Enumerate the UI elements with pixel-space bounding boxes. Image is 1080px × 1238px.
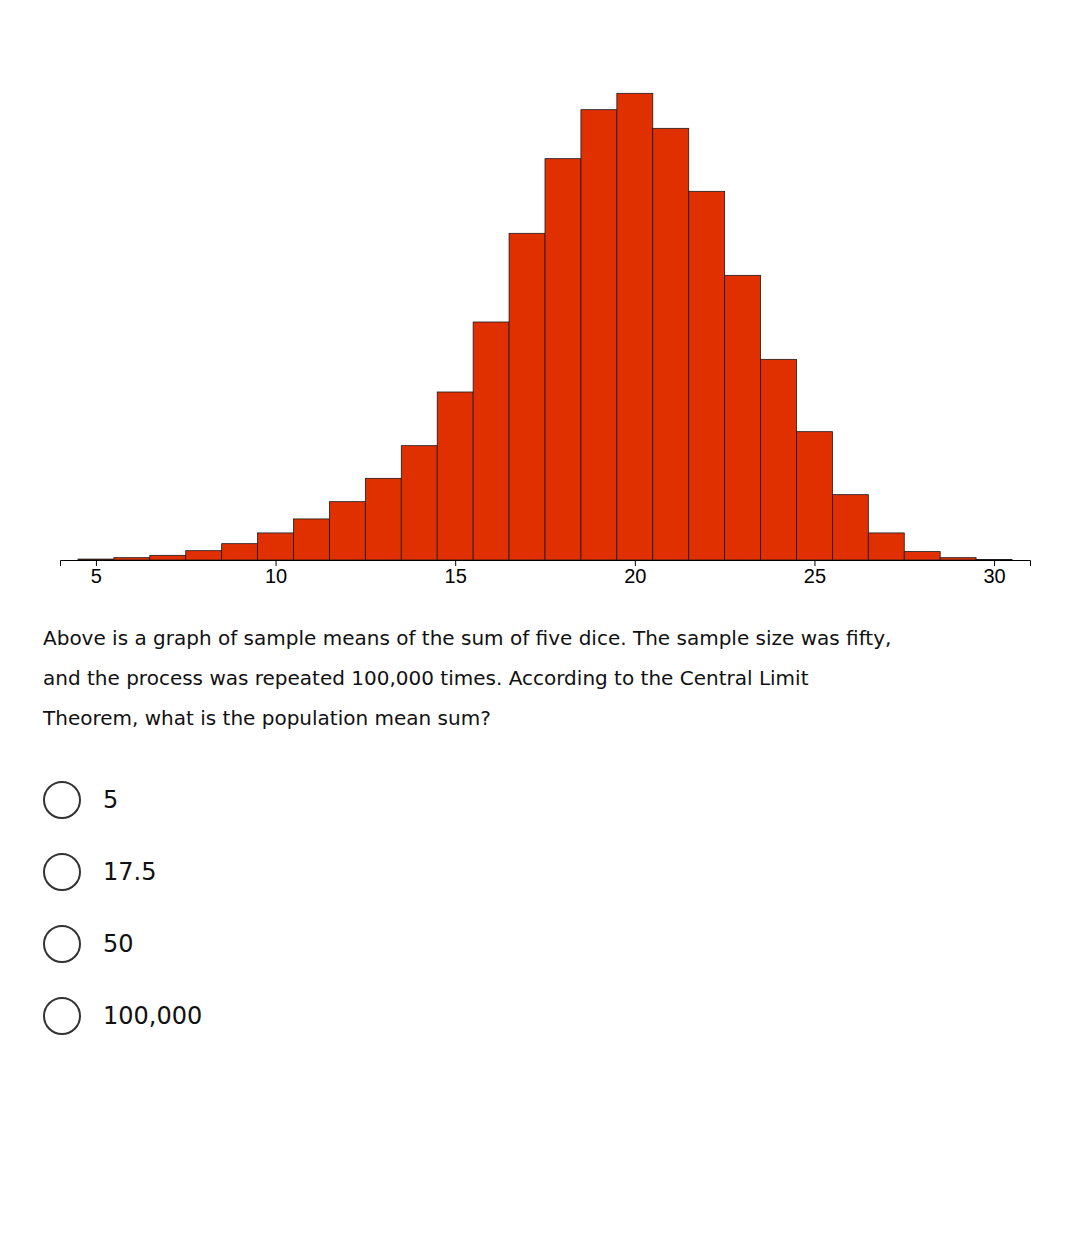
bar [581, 110, 617, 560]
bar [365, 478, 401, 560]
bar [186, 551, 222, 560]
bar [401, 446, 437, 560]
x-tick: 20 [624, 560, 646, 587]
bar [904, 552, 940, 560]
bar [437, 392, 473, 560]
bar [114, 558, 150, 560]
choice-circle[interactable] [44, 998, 80, 1034]
choice-label[interactable]: 50 [103, 930, 134, 958]
choice-label[interactable]: 5 [103, 786, 118, 814]
x-tick-label: 30 [983, 565, 1005, 587]
x-tick-label: 5 [91, 565, 102, 587]
bar [294, 519, 330, 560]
x-tick: 15 [445, 560, 467, 587]
x-axis-line [61, 561, 1031, 567]
bar [689, 191, 725, 560]
bar [796, 432, 832, 560]
question-line: Above is a graph of sample means of the … [43, 626, 891, 650]
bars [78, 93, 1012, 560]
x-tick: 10 [265, 560, 287, 587]
x-tick-label: 15 [445, 565, 467, 587]
choice-circle[interactable] [44, 854, 80, 890]
bar [258, 533, 294, 560]
bar [940, 558, 976, 560]
bar [868, 533, 904, 560]
question-line: Theorem, what is the population mean sum… [42, 706, 491, 730]
bar [725, 275, 761, 560]
x-tick-label: 20 [624, 565, 646, 587]
chart: 5 10 15 20 25 30 Above is a graph of sample me… [0, 0, 1080, 1238]
choice-label[interactable]: 100,000 [103, 1002, 202, 1030]
x-tick-label: 10 [265, 565, 287, 587]
x-tick: 30 [983, 560, 1005, 587]
bar [545, 159, 581, 560]
bar [222, 544, 258, 560]
bar [976, 559, 1012, 560]
bar [617, 93, 653, 560]
bar [329, 502, 365, 560]
bar [761, 359, 797, 560]
x-tick-label: 25 [804, 565, 826, 587]
bar [150, 555, 186, 560]
bar [832, 495, 868, 560]
bar [509, 233, 545, 560]
bar [78, 559, 114, 560]
x-tick: 25 [804, 560, 826, 587]
choice-circle[interactable] [44, 782, 80, 818]
bar [653, 128, 689, 560]
bar [473, 322, 509, 560]
question-line: and the process was repeated 100,000 tim… [43, 666, 809, 690]
x-axis: 5 10 15 20 25 30 [61, 560, 1031, 587]
choice-label[interactable]: 17.5 [103, 858, 156, 886]
choice-circle[interactable] [44, 926, 80, 962]
plot: 5 10 15 20 25 30 [61, 93, 1031, 587]
x-tick: 5 [91, 560, 102, 587]
